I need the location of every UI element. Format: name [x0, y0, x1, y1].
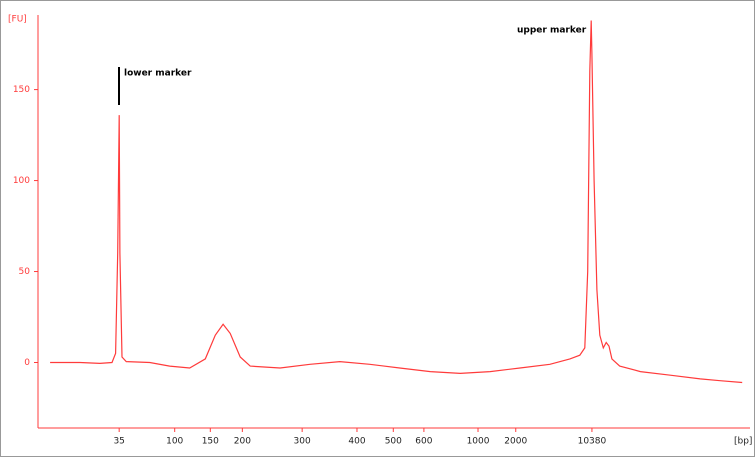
y-tick-label: 100: [13, 176, 30, 186]
x-tick-label: 150: [202, 437, 219, 447]
x-tick-label: 100: [166, 437, 183, 447]
y-axis-label: [FU]: [8, 15, 27, 25]
annotation: upper marker: [517, 26, 587, 36]
x-tick-label: 300: [294, 437, 311, 447]
x-tick-label: 500: [385, 437, 402, 447]
y-tick-label: 150: [13, 85, 30, 95]
x-tick-label: 400: [348, 437, 365, 447]
x-tick-label: 2000: [504, 437, 527, 447]
trace-line: [50, 20, 743, 384]
x-axis-label: [bp]: [734, 437, 752, 447]
x-tick-label: 600: [415, 437, 432, 447]
x-tick-label: 200: [234, 437, 251, 447]
x-tick-label: 35: [113, 437, 124, 447]
x-tick-label: 10380: [578, 437, 607, 447]
annotation: lower marker: [124, 69, 192, 79]
y-tick-label: 0: [24, 358, 30, 368]
y-tick-label: 50: [19, 267, 31, 277]
x-tick-label: 1000: [467, 437, 490, 447]
